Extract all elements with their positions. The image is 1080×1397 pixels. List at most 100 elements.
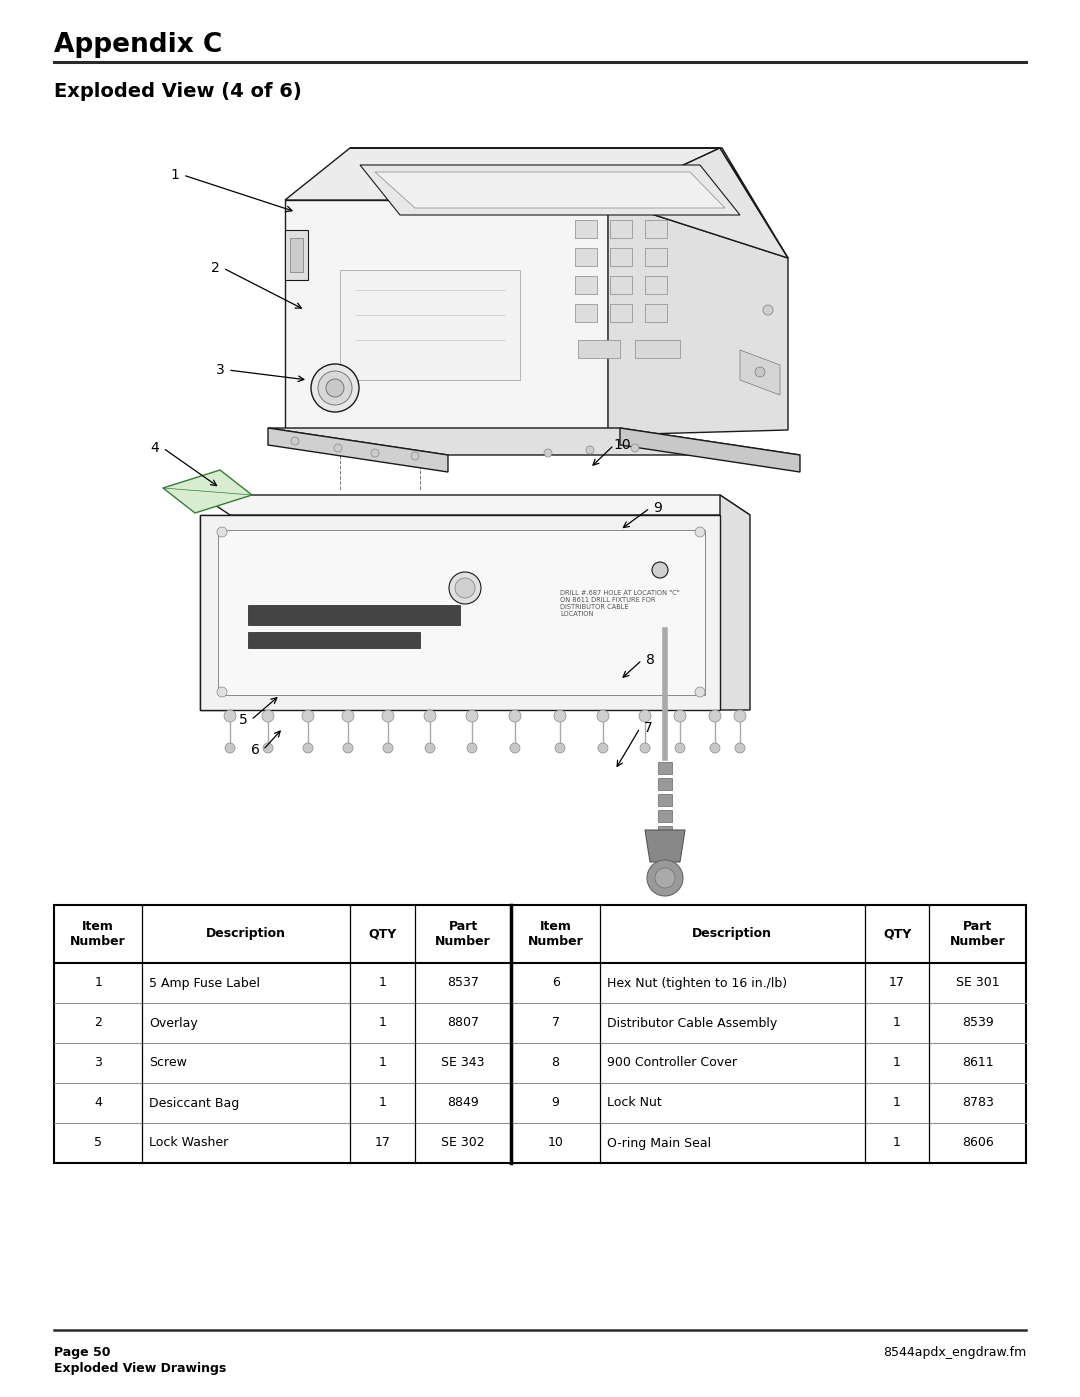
Text: Appendix C: Appendix C [54, 32, 222, 59]
Circle shape [424, 710, 436, 722]
Polygon shape [658, 793, 672, 806]
Polygon shape [658, 826, 672, 838]
Polygon shape [350, 148, 788, 258]
Circle shape [762, 305, 773, 314]
Text: 3: 3 [94, 1056, 103, 1070]
Text: Exploded View Drawings: Exploded View Drawings [54, 1362, 226, 1375]
Circle shape [383, 743, 393, 753]
Circle shape [334, 444, 342, 453]
Text: 4: 4 [150, 441, 160, 455]
Circle shape [586, 446, 594, 454]
Text: 900 Controller Cover: 900 Controller Cover [607, 1056, 737, 1070]
Circle shape [217, 687, 227, 697]
Circle shape [372, 448, 379, 457]
Circle shape [510, 743, 519, 753]
Polygon shape [248, 631, 420, 648]
Circle shape [467, 743, 477, 753]
Text: 5: 5 [239, 712, 247, 726]
Text: Part
Number: Part Number [435, 921, 491, 949]
Circle shape [734, 710, 746, 722]
Bar [54, 905, 1026, 1162]
Polygon shape [610, 219, 632, 237]
Circle shape [455, 578, 475, 598]
Text: Lock Nut: Lock Nut [607, 1097, 662, 1109]
Text: 1: 1 [379, 1097, 387, 1109]
Polygon shape [285, 231, 308, 279]
Text: 6: 6 [552, 977, 559, 989]
Polygon shape [163, 469, 252, 513]
Polygon shape [200, 495, 750, 515]
Circle shape [449, 571, 481, 604]
Circle shape [710, 743, 720, 753]
Circle shape [639, 710, 651, 722]
Text: 10: 10 [548, 1137, 564, 1150]
Circle shape [509, 710, 521, 722]
Text: 9: 9 [653, 502, 662, 515]
Text: Page 50: Page 50 [54, 1345, 110, 1359]
Polygon shape [248, 605, 460, 624]
Polygon shape [635, 339, 680, 358]
Circle shape [544, 448, 552, 457]
Circle shape [735, 743, 745, 753]
Polygon shape [285, 200, 608, 434]
Text: 8807: 8807 [447, 1017, 480, 1030]
Text: 9: 9 [552, 1097, 559, 1109]
Polygon shape [645, 277, 667, 293]
Text: SE 343: SE 343 [442, 1056, 485, 1070]
Circle shape [674, 710, 686, 722]
Circle shape [465, 710, 478, 722]
Circle shape [411, 453, 419, 460]
Text: 1: 1 [94, 977, 103, 989]
Text: 8: 8 [646, 652, 654, 666]
Text: 7: 7 [552, 1017, 559, 1030]
Text: 8611: 8611 [962, 1056, 994, 1070]
Polygon shape [608, 200, 788, 434]
Text: Exploded View (4 of 6): Exploded View (4 of 6) [54, 82, 301, 101]
Text: 17: 17 [375, 1137, 391, 1150]
Text: 8544apdx_engdraw.fm: 8544apdx_engdraw.fm [882, 1345, 1026, 1359]
Polygon shape [578, 339, 620, 358]
Text: 8: 8 [552, 1056, 559, 1070]
Circle shape [224, 710, 237, 722]
Polygon shape [575, 305, 597, 321]
Polygon shape [360, 165, 740, 215]
Text: 2: 2 [211, 261, 219, 275]
Text: Description: Description [692, 928, 772, 940]
Text: QTY: QTY [883, 928, 912, 940]
Text: Hex Nut (tighten to 16 in./lb): Hex Nut (tighten to 16 in./lb) [607, 977, 787, 989]
Polygon shape [575, 277, 597, 293]
Polygon shape [340, 270, 519, 380]
Polygon shape [218, 529, 705, 694]
Circle shape [696, 687, 705, 697]
Circle shape [675, 743, 685, 753]
Text: 1: 1 [379, 1056, 387, 1070]
Text: 2: 2 [94, 1017, 103, 1030]
Polygon shape [375, 172, 725, 208]
Polygon shape [610, 249, 632, 265]
Polygon shape [740, 351, 780, 395]
Polygon shape [575, 219, 597, 237]
Polygon shape [291, 237, 303, 272]
Polygon shape [268, 427, 448, 472]
Text: Lock Washer: Lock Washer [149, 1137, 229, 1150]
Circle shape [264, 743, 273, 753]
Polygon shape [200, 515, 720, 710]
Text: 10: 10 [613, 439, 631, 453]
Polygon shape [285, 148, 720, 200]
Circle shape [555, 743, 565, 753]
Polygon shape [645, 249, 667, 265]
Text: SE 301: SE 301 [956, 977, 999, 989]
Circle shape [382, 710, 394, 722]
Circle shape [696, 527, 705, 536]
Text: Overlay: Overlay [149, 1017, 198, 1030]
Text: 4: 4 [94, 1097, 103, 1109]
Polygon shape [610, 277, 632, 293]
Circle shape [343, 743, 353, 753]
Circle shape [342, 710, 354, 722]
Circle shape [262, 710, 274, 722]
Text: 8539: 8539 [962, 1017, 994, 1030]
Circle shape [652, 562, 669, 578]
Text: O-ring Main Seal: O-ring Main Seal [607, 1137, 711, 1150]
Text: 1: 1 [379, 1017, 387, 1030]
Circle shape [217, 527, 227, 536]
